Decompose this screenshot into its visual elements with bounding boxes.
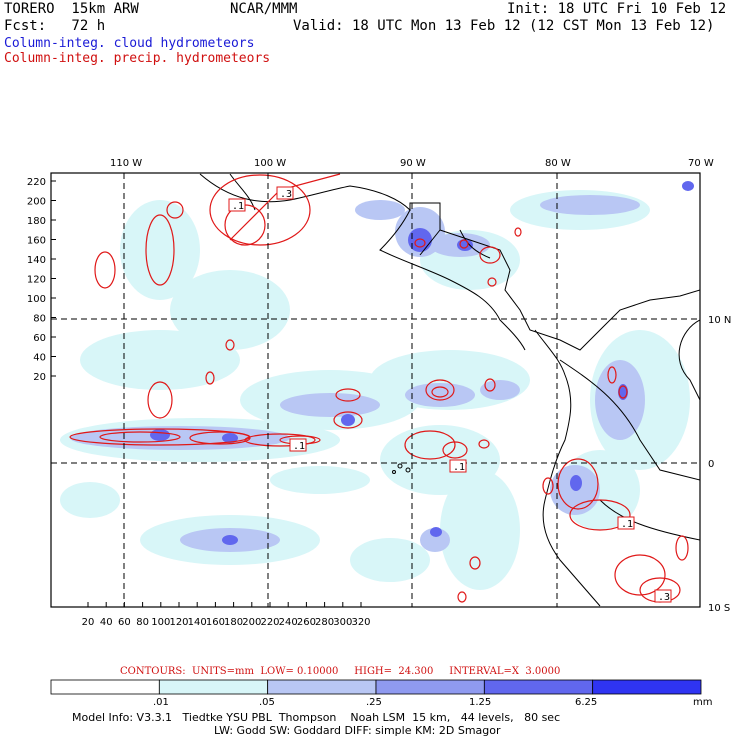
- cbar-label-025: .25: [366, 697, 382, 708]
- cbar-label-005: .05: [259, 697, 275, 708]
- lon-label-90w: 90 W: [400, 158, 426, 169]
- y-tick-label: 20: [33, 372, 46, 383]
- lon-label-70w: 70 W: [688, 158, 714, 169]
- x-tick-label: 140: [188, 617, 207, 628]
- x-tick-label: 100: [151, 617, 170, 628]
- x-tick-label: 180: [224, 617, 243, 628]
- y-tick-label: 140: [27, 255, 46, 266]
- contour-label: .1: [232, 201, 244, 212]
- contour-label: .1: [293, 441, 305, 452]
- lat-label-10s: 10 S: [708, 603, 730, 614]
- x-tick-label: 240: [279, 617, 298, 628]
- x-tick-label: 260: [297, 617, 316, 628]
- model-info-line1: Model Info: V3.3.1 Tiedtke YSU PBL Thomp…: [72, 711, 561, 724]
- graticule: [51, 173, 700, 607]
- model-info-line2: LW: Godd SW: Goddard DIFF: simple KM: 2D…: [214, 724, 501, 737]
- y-tick-label: 100: [27, 294, 46, 305]
- legend-cloud: Column-integ. cloud hydrometeors: [4, 36, 255, 51]
- colorbar-segment: [158, 679, 269, 695]
- lat-label-10n: 10 N: [708, 315, 731, 326]
- colorbar-segment: [483, 679, 594, 695]
- y-tick-label: 180: [27, 216, 46, 227]
- cbar-label-625: 6.25: [575, 697, 598, 708]
- init-time: Init: 18 UTC Fri 10 Feb 12: [507, 1, 727, 17]
- colorbar-segment: [50, 679, 160, 695]
- x-tick-label: 300: [333, 617, 352, 628]
- cbar-unit: mm: [693, 697, 713, 708]
- contour-label: .1: [453, 462, 465, 473]
- contour-label: .3: [658, 592, 670, 603]
- contour-label-boxes: .3 .1 .1 .1 .1 .3: [228, 186, 672, 603]
- y-tick-label: 120: [27, 275, 46, 286]
- x-tick-label: 40: [100, 617, 113, 628]
- y-tick-label: 160: [27, 236, 46, 247]
- y-tick-label: 60: [33, 333, 46, 344]
- coastlines: [199, 173, 700, 607]
- colorbar: [50, 679, 702, 695]
- forecast-hour: Fcst: 72 h: [4, 18, 106, 34]
- contour-info: CONTOURS: UNITS=mm LOW= 0.10000 HIGH= 24…: [120, 666, 561, 677]
- y-tick-label: 40: [33, 353, 46, 364]
- cbar-label-001: .01: [153, 697, 169, 708]
- map-frame: [50, 172, 701, 608]
- colorbar-segment: [592, 679, 702, 695]
- y-tick-label: 220: [27, 177, 46, 188]
- precip-contours: [69, 173, 689, 603]
- legend-precip: Column-integ. precip. hydrometeors: [4, 51, 271, 66]
- org-label: NCAR/MMM: [230, 1, 298, 17]
- model-title: TORERO 15km ARW: [4, 1, 139, 17]
- contour-label: .3: [280, 189, 292, 200]
- x-tick-label: 60: [118, 617, 131, 628]
- cbar-label-125: 1.25: [469, 697, 492, 708]
- x-tick-label: 200: [242, 617, 261, 628]
- colorbar-segment: [267, 679, 377, 695]
- contour-label: .1: [621, 519, 633, 530]
- x-tick-label: 20: [82, 617, 95, 628]
- x-tick-label: 320: [351, 617, 370, 628]
- x-ticks: 20 40 60 80 100 120 140 160 180 200 220 240 260 280 30…: [82, 602, 371, 628]
- y-tick-label: 200: [27, 197, 46, 208]
- lon-label-80w: 80 W: [545, 158, 571, 169]
- lon-label-100w: 100 W: [254, 158, 286, 169]
- lat-label-0: 0: [708, 459, 714, 470]
- valid-time: Valid: 18 UTC Mon 13 Feb 12 (12 CST Mon …: [293, 18, 715, 34]
- lon-label-110w: 110 W: [110, 158, 142, 169]
- colorbar-segment: [375, 679, 485, 695]
- x-tick-label: 280: [315, 617, 334, 628]
- x-tick-label: 120: [169, 617, 188, 628]
- x-tick-label: 220: [260, 617, 279, 628]
- x-tick-label: 80: [136, 617, 149, 628]
- cloud-shading: [60, 181, 694, 590]
- y-tick-label: 80: [33, 314, 46, 325]
- x-tick-label: 160: [206, 617, 225, 628]
- y-ticks: 220 200 180 160 140 120 100 80 60 40 20: [27, 177, 56, 383]
